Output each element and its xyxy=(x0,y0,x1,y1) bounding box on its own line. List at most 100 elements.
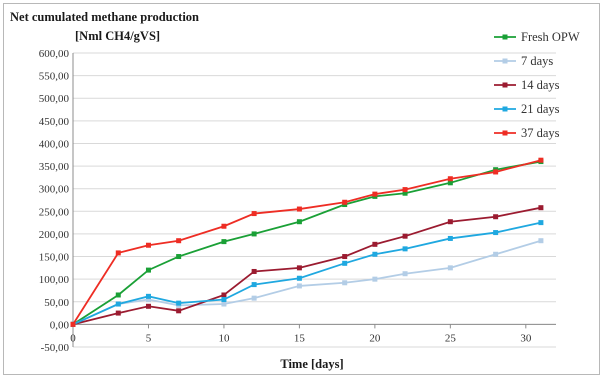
legend-swatch-marker xyxy=(502,82,508,88)
data-point xyxy=(115,292,121,298)
legend-swatch-marker xyxy=(502,106,508,112)
data-point xyxy=(402,233,408,239)
data-point xyxy=(342,199,348,205)
data-point xyxy=(342,254,348,260)
x-axis-label: Time [days] xyxy=(280,357,343,371)
chart-title-line-1: Net cumulated methane production xyxy=(10,10,199,24)
data-point xyxy=(493,214,499,220)
data-point xyxy=(538,205,544,211)
y-tick-label: 350,00 xyxy=(39,161,70,173)
data-point xyxy=(251,268,257,274)
data-point xyxy=(372,276,378,282)
data-point xyxy=(251,282,257,288)
data-point xyxy=(296,206,302,212)
x-tick-label: 20 xyxy=(369,332,381,344)
data-point xyxy=(447,219,453,225)
series-line xyxy=(72,206,542,326)
y-tick-label: 250,00 xyxy=(39,206,70,218)
data-point xyxy=(296,283,302,289)
y-tick-label: 300,00 xyxy=(39,184,70,196)
legend-entry: 14 days xyxy=(494,78,560,92)
data-point xyxy=(145,267,151,273)
x-tick-label: 0 xyxy=(70,332,76,344)
x-tick-label: 5 xyxy=(146,332,152,344)
series-37-days xyxy=(70,157,544,327)
y-tick-label: 100,00 xyxy=(39,274,70,286)
data-point xyxy=(221,223,227,229)
data-point xyxy=(372,191,378,197)
legend-label: Fresh OPW xyxy=(521,30,580,44)
series-line xyxy=(72,239,542,326)
data-point xyxy=(402,246,408,252)
data-point xyxy=(251,211,257,217)
legend: Fresh OPW 7 days 14 days 21 days 37 days xyxy=(494,30,580,140)
legend-label: 21 days xyxy=(521,102,560,116)
x-tick-label: 15 xyxy=(294,332,306,344)
data-point xyxy=(221,301,227,307)
y-tick-label: 200,00 xyxy=(39,229,70,241)
data-point xyxy=(493,251,499,257)
data-point xyxy=(221,239,227,245)
data-point xyxy=(538,220,544,226)
data-point xyxy=(372,251,378,257)
y-tick-label: 50,00 xyxy=(44,297,69,309)
y-tick-label: 600,00 xyxy=(39,48,70,60)
y-tick-label: -50,00 xyxy=(41,342,70,354)
data-point xyxy=(493,230,499,236)
data-point xyxy=(115,250,121,256)
data-point xyxy=(70,321,76,327)
data-point xyxy=(372,241,378,247)
data-point xyxy=(145,293,151,299)
axes xyxy=(72,53,556,347)
data-point xyxy=(296,265,302,271)
grid-lines xyxy=(73,52,556,348)
data-point xyxy=(176,300,182,306)
legend-swatch-marker xyxy=(502,34,508,40)
y-tick-label: 500,00 xyxy=(39,93,70,105)
data-point xyxy=(145,242,151,248)
data-point xyxy=(402,187,408,193)
data-point xyxy=(145,297,151,303)
data-point xyxy=(402,271,408,277)
data-point xyxy=(296,219,302,225)
legend-entry: 7 days xyxy=(494,54,553,68)
data-point xyxy=(342,280,348,286)
legend-label: 37 days xyxy=(521,126,560,140)
data-series xyxy=(70,157,544,327)
series-7-days xyxy=(70,238,544,327)
legend-label: 7 days xyxy=(521,54,553,68)
chart-title-line-2: [Nml CH4/gVS] xyxy=(75,29,160,43)
data-point xyxy=(447,180,453,186)
data-point xyxy=(402,190,408,196)
data-point xyxy=(447,176,453,182)
data-point xyxy=(176,238,182,244)
y-tick-label: 0,00 xyxy=(50,319,70,331)
x-tick-label: 25 xyxy=(445,332,457,344)
y-tick-label: 450,00 xyxy=(39,116,70,128)
data-point xyxy=(176,254,182,260)
data-point xyxy=(538,157,544,163)
data-point xyxy=(115,310,121,316)
y-tick-label: 150,00 xyxy=(39,252,70,264)
data-point xyxy=(493,169,499,175)
y-tick-label: 400,00 xyxy=(39,138,70,150)
data-point xyxy=(221,297,227,303)
data-point xyxy=(296,275,302,281)
legend-entry: 37 days xyxy=(494,126,560,140)
data-point xyxy=(251,231,257,237)
data-point xyxy=(251,295,257,301)
legend-entry: Fresh OPW xyxy=(494,30,580,44)
data-point xyxy=(145,303,151,309)
x-axis-tick-labels: 0 5 10 15 20 25 30 xyxy=(70,332,532,344)
data-point xyxy=(115,301,121,307)
legend-label: 14 days xyxy=(521,78,560,92)
data-point xyxy=(176,308,182,314)
y-axis-tick-labels: -50,00 0,00 50,00 100,00 150,00 200,00 250,00 3… xyxy=(39,48,70,354)
legend-entry: 21 days xyxy=(494,102,560,116)
series-14-days xyxy=(70,205,544,327)
x-tick-label: 10 xyxy=(218,332,230,344)
data-point xyxy=(538,238,544,244)
data-point xyxy=(447,265,453,271)
data-point xyxy=(447,235,453,241)
